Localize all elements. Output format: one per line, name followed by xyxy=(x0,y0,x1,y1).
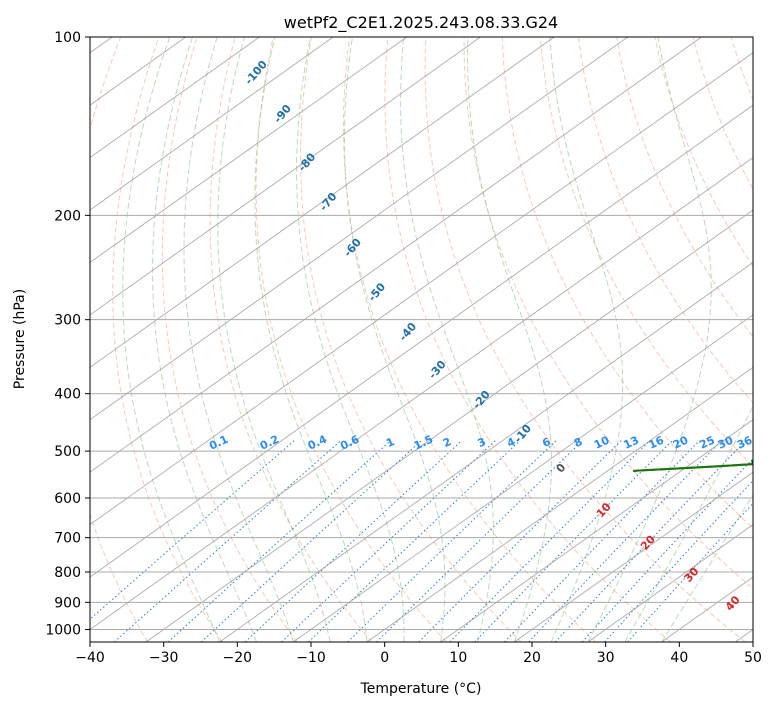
background-lines xyxy=(90,37,775,642)
isotherm xyxy=(90,37,481,316)
mixing-ratio-label: 36 xyxy=(735,433,755,451)
mixing-ratio-line xyxy=(347,440,557,642)
dry-adiabat xyxy=(255,37,447,642)
y-tick-label: 500 xyxy=(54,444,81,460)
isotherm xyxy=(366,366,753,642)
grid xyxy=(90,37,753,642)
dry-adiabat xyxy=(616,37,753,338)
dry-adiabat xyxy=(384,37,671,642)
moist-adiabat xyxy=(122,37,221,642)
isotherm xyxy=(514,471,753,642)
dry-adiabat xyxy=(424,37,746,642)
y-tick-label: 600 xyxy=(54,491,81,507)
dry-adiabat xyxy=(578,37,753,404)
isotherm xyxy=(90,37,555,368)
axes: −40 −30 −20 −10 0 10 20 30 40 50 100 200 300 400 500 60… xyxy=(45,30,762,666)
x-tick-label: −40 xyxy=(75,650,105,666)
dry-adiabat xyxy=(112,37,223,642)
x-tick-label: 10 xyxy=(449,650,467,666)
isotherm xyxy=(90,157,753,630)
moist-adiabat xyxy=(400,37,494,642)
moist-adiabat xyxy=(624,404,753,642)
isotherm xyxy=(90,104,753,578)
x-tick-label: 0 xyxy=(380,650,389,666)
dry-adiabat xyxy=(299,37,522,642)
mixing-ratio-line xyxy=(581,457,753,642)
isotherm xyxy=(440,419,753,642)
x-tick-label: −30 xyxy=(149,650,179,666)
moist-adiabat xyxy=(661,493,753,642)
y-tick-label: 700 xyxy=(54,531,81,547)
moist-adiabat xyxy=(296,37,405,642)
isotherm xyxy=(219,261,753,642)
dry-adiabat xyxy=(692,37,753,191)
dry-adiabat xyxy=(654,37,753,267)
mixing-ratio-line xyxy=(627,502,753,642)
y-tick-label: 200 xyxy=(54,208,81,224)
isotherm xyxy=(587,524,753,642)
dry-adiabat xyxy=(539,37,753,468)
mixing-ratio-label: 16 xyxy=(647,433,667,451)
dry-adiabat xyxy=(463,37,753,590)
isotherm xyxy=(90,37,334,211)
dry-adiabat xyxy=(161,37,298,642)
y-axis-label: Pressure (hPa) xyxy=(12,289,28,389)
x-tick-label: 20 xyxy=(523,650,541,666)
isotherm xyxy=(90,37,260,159)
y-tick-label: 1000 xyxy=(45,622,81,638)
x-tick-label: 40 xyxy=(670,650,688,666)
x-tick-label: 50 xyxy=(744,650,762,666)
dry-adiabat xyxy=(501,37,753,529)
moist-adiabat xyxy=(587,37,712,642)
dry-adiabat xyxy=(769,37,775,642)
mixing-ratio-label: 10 xyxy=(592,433,612,451)
moist-adiabat xyxy=(467,37,552,642)
moist-adiabat xyxy=(183,37,294,642)
mixing-ratio-label: 20 xyxy=(671,433,691,451)
isotherm xyxy=(293,314,753,642)
mixing-ratio-line xyxy=(90,440,295,620)
moist-adiabat xyxy=(254,37,368,642)
moist-adiabat xyxy=(217,37,331,642)
y-tick-label: 400 xyxy=(54,387,81,403)
dry-adiabat xyxy=(209,37,373,642)
mixing-ratio-line xyxy=(604,479,753,642)
moist-adiabat xyxy=(344,37,446,642)
mixing-ratio-line xyxy=(474,440,673,642)
mixing-ratio-label: 30 xyxy=(716,433,736,451)
plot-frame xyxy=(89,36,754,643)
mixing-ratio-line xyxy=(114,440,342,642)
x-tick-label: −20 xyxy=(223,650,253,666)
isotherm xyxy=(145,209,753,642)
mixing-ratio-line xyxy=(554,440,747,642)
mixing-ratio-line xyxy=(528,440,722,642)
mixing-ratio-label: 13 xyxy=(622,434,641,452)
isotherm xyxy=(90,52,753,526)
chart-title: wetPf2_C2E1.2025.243.08.33.G24 xyxy=(284,13,558,33)
x-tick-label: 30 xyxy=(597,650,615,666)
y-tick-label: 900 xyxy=(54,595,81,611)
y-tick-label: 800 xyxy=(54,565,81,581)
x-axis-label: Temperature (°C) xyxy=(360,681,482,697)
isotherm xyxy=(90,37,629,421)
mixing-ratio-line xyxy=(308,440,521,642)
mixing-ratio-line xyxy=(167,440,392,642)
mixing-ratio-line xyxy=(376,440,583,642)
dry-adiabat xyxy=(342,37,597,642)
y-tick-label: 100 xyxy=(54,30,81,46)
isotherm xyxy=(90,37,408,263)
mixing-ratio-label: 25 xyxy=(697,434,716,452)
isotherm xyxy=(90,37,702,473)
moist-adiabat xyxy=(549,37,624,642)
mixing-ratio-line xyxy=(504,440,700,642)
moist-adiabat xyxy=(152,37,257,642)
x-tick-label: −10 xyxy=(296,650,326,666)
mixing-ratio-line xyxy=(200,440,422,642)
y-tick-label: 300 xyxy=(54,313,81,329)
